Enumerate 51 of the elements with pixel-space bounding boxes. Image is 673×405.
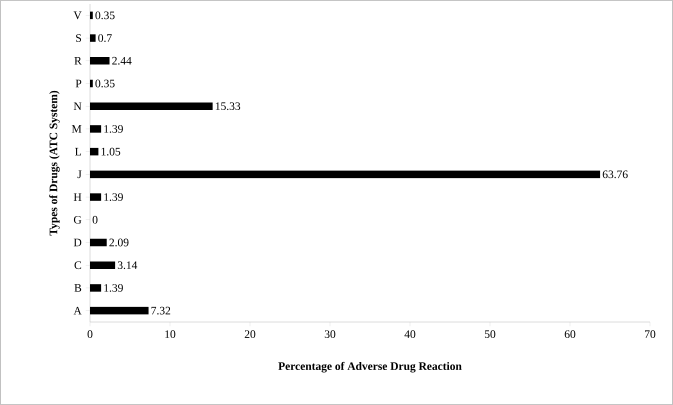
x-tick-label: 40 [404,330,416,338]
data-label: 1.39 [104,193,123,201]
data-label: 0.35 [95,11,115,20]
bar [90,238,107,246]
data-label: 7.32 [152,306,170,315]
data-label: 2.44 [112,56,132,65]
y-tick-label: J [78,170,82,178]
y-tick-label: V [74,12,82,20]
x-tick-label: 10 [165,330,176,338]
data-label: 0 [92,216,98,224]
bar [90,193,102,201]
data-label: 63.76 [602,170,628,178]
x-tick-label: 50 [484,330,496,338]
y-tick-label: G [74,216,82,224]
y-tick-label: L [75,148,82,156]
bar [90,102,213,110]
data-label: 0.7 [98,34,112,42]
y-tick-label: P [76,80,82,88]
bar [90,80,93,88]
y-tick-label: N [74,102,82,110]
data-label: 1.05 [102,148,120,156]
bar [90,148,98,156]
x-tick-label: 20 [244,330,256,338]
y-tick-label: D [74,238,82,246]
x-axis-title: Percentage of Adverse Drug Reaction [278,362,462,372]
y-tick-label: R [74,57,82,65]
data-label: 0.35 [95,80,115,88]
x-tick-label: 30 [324,330,336,338]
bar [90,125,102,133]
y-tick-label: C [74,261,82,270]
y-tick-label: M [72,125,82,133]
y-tick-label: B [74,284,82,292]
bar [90,12,93,20]
bar [90,170,600,178]
x-tick-label: 0 [88,330,92,338]
bar [90,284,102,292]
y-tick-label: H [74,193,82,201]
y-axis-title: Types of Drugs (ATC System) [49,90,60,236]
x-tick-label: 60 [564,330,576,338]
data-label: 1.39 [104,284,123,292]
data-label: 15.33 [216,102,240,110]
data-label: 1.39 [104,125,123,133]
data-label: 3.14 [118,261,138,270]
x-tick-label: 70 [645,330,656,338]
bar [90,34,96,42]
data-label: 2.09 [109,238,128,246]
y-tick-label: S [76,34,82,42]
bar [90,57,110,65]
bar [90,261,116,269]
y-tick-label: A [74,306,82,314]
bar [90,306,149,314]
